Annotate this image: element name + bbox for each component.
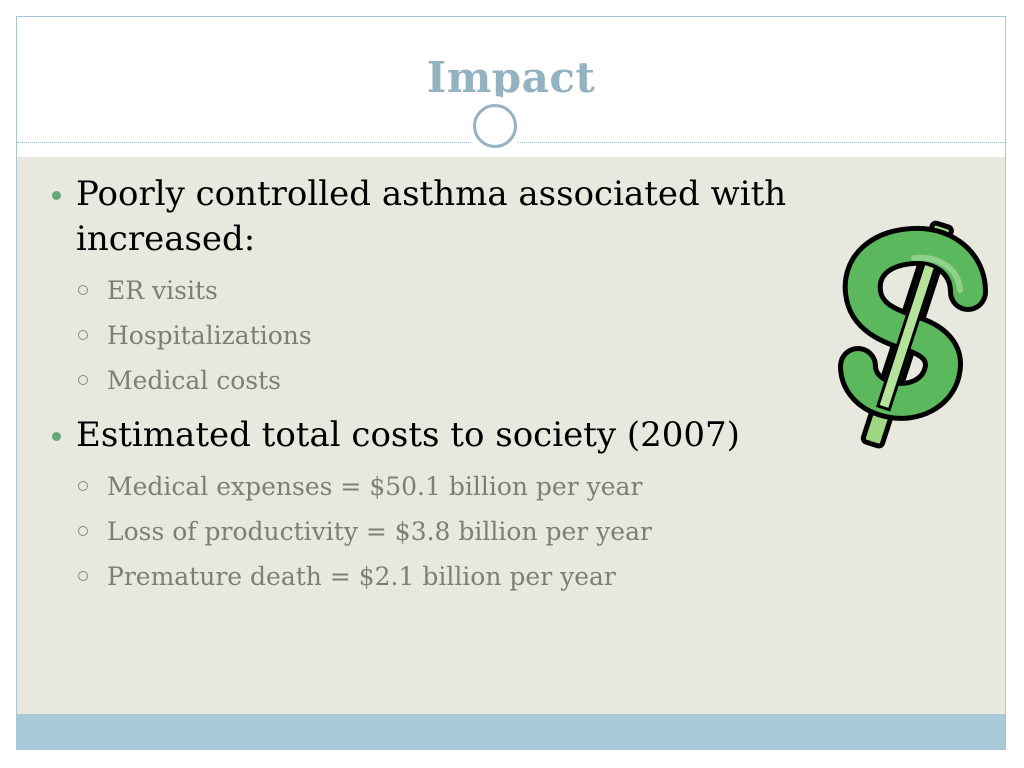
hollow-circle-icon: [78, 526, 88, 536]
sub-bullet-text: Hospitalizations: [107, 321, 312, 350]
sub-bullet-item: Hospitalizations: [76, 313, 792, 358]
bullet-dot-icon: [52, 191, 61, 200]
sub-bullet-item: ER visits: [76, 268, 792, 313]
bullet-dot-icon: [52, 432, 61, 441]
sub-bullet-list: ER visits Hospitalizations Medical costs: [76, 268, 792, 403]
sub-bullet-item: Loss of productivity = $3.8 billion per …: [76, 509, 792, 554]
bullet-list: Poorly controlled asthma associated with…: [52, 172, 792, 609]
sub-bullet-text: Loss of productivity = $3.8 billion per …: [107, 517, 652, 546]
content-area: [17, 157, 1005, 715]
hollow-circle-icon: [78, 285, 88, 295]
sub-bullet-item: Medical expenses = $50.1 billion per yea…: [76, 464, 792, 509]
bullet-item: Estimated total costs to society (2007) …: [52, 413, 792, 599]
bullet-text: Estimated total costs to society (2007): [76, 415, 740, 455]
sub-bullet-text: ER visits: [107, 276, 218, 305]
hollow-circle-icon: [78, 481, 88, 491]
sub-bullet-list: Medical expenses = $50.1 billion per yea…: [76, 464, 792, 599]
footer-band: [17, 714, 1005, 749]
sub-bullet-text: Medical costs: [107, 366, 281, 395]
hollow-circle-icon: [78, 330, 88, 340]
bullet-text: Poorly controlled asthma associated with…: [76, 174, 787, 259]
slide-title: Impact: [426, 53, 596, 102]
sub-bullet-text: Premature death = $2.1 billion per year: [107, 562, 616, 591]
sub-bullet-text: Medical expenses = $50.1 billion per yea…: [107, 472, 643, 501]
hollow-circle-icon: [78, 571, 88, 581]
sub-bullet-item: Medical costs: [76, 358, 792, 403]
dollar-sign-icon: [818, 214, 998, 464]
circle-ornament-ring: [473, 104, 517, 148]
bullet-item: Poorly controlled asthma associated with…: [52, 172, 792, 403]
sub-bullet-item: Premature death = $2.1 billion per year: [76, 554, 792, 599]
hollow-circle-icon: [78, 375, 88, 385]
